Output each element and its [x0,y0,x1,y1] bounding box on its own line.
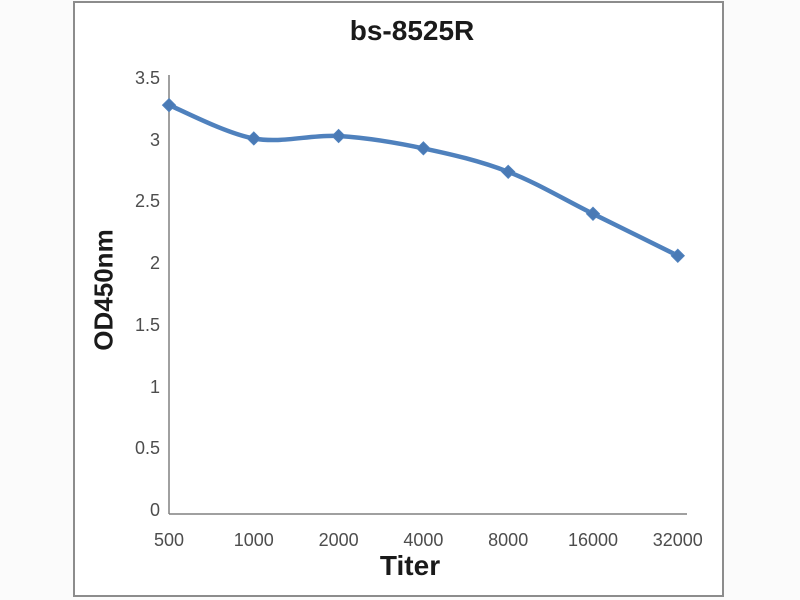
y-tick-label: 1 [149,376,160,397]
data-point-marker [416,141,431,156]
y-tick-label: 3.5 [134,67,160,88]
data-point-marker [500,164,516,180]
data-point-marker [161,97,177,113]
y-tick-label: 2 [149,253,160,274]
y-tick-label: 2.5 [134,191,160,212]
y-tick-label: 0.5 [134,438,160,459]
chart-title: bs-8525R [349,15,475,46]
data-point-marker [670,248,686,263]
x-tick-label: 32000 [652,530,703,550]
x-tick-label: 8000 [488,530,529,550]
data-point-marker [585,206,601,221]
y-tick-label: 1.5 [134,314,160,335]
data-point-marker [246,131,262,146]
x-tick-label: 2000 [318,530,359,550]
x-tick-label: 16000 [567,530,619,550]
x-axis-title: Titer [379,550,441,581]
y-tick-label: 3 [149,129,160,150]
x-tick-label: 1000 [233,530,274,550]
y-tick-label: 0 [149,500,160,520]
data-point-marker [331,128,346,144]
series-line [166,102,681,258]
chart-image-frame [73,1,724,597]
x-tick-label: 500 [153,530,185,550]
x-tick-label: 4000 [403,530,444,550]
